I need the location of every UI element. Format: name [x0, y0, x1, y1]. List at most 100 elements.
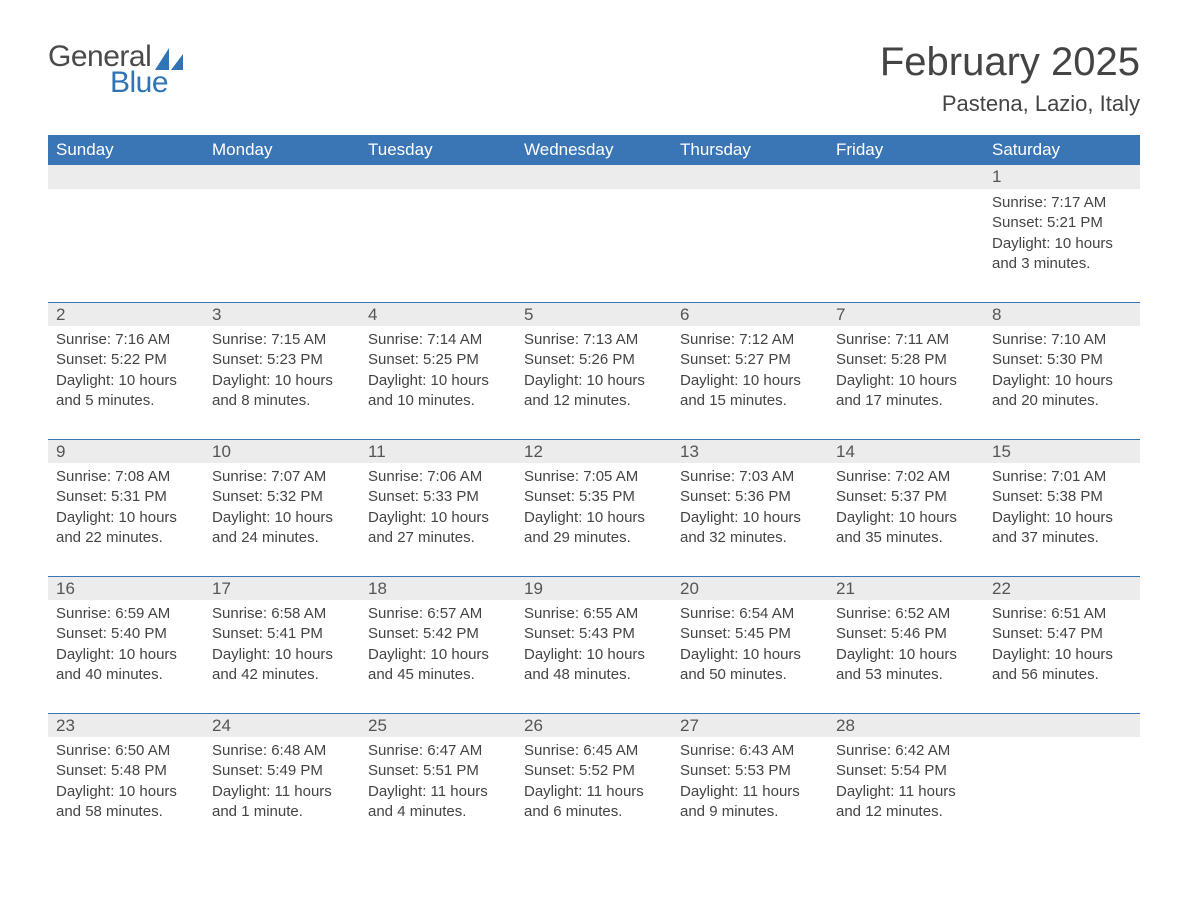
sunrise-text: Sunrise: 7:16 AM — [56, 330, 196, 350]
day-cell: 16Sunrise: 6:59 AMSunset: 5:40 PMDayligh… — [48, 576, 204, 713]
sunset-text: Sunset: 5:40 PM — [56, 624, 196, 644]
day-number: 17 — [204, 576, 360, 600]
day-cell: 1Sunrise: 7:17 AMSunset: 5:21 PMDaylight… — [984, 165, 1140, 302]
daylight-text: Daylight: 10 hours and 58 minutes. — [56, 782, 196, 823]
sunrise-text: Sunrise: 6:43 AM — [680, 741, 820, 761]
day-number: 14 — [828, 439, 984, 463]
day-body: Sunrise: 6:42 AMSunset: 5:54 PMDaylight:… — [828, 737, 984, 850]
day-number: 26 — [516, 713, 672, 737]
daylight-text: Daylight: 10 hours and 45 minutes. — [368, 645, 508, 686]
sunset-text: Sunset: 5:37 PM — [836, 487, 976, 507]
day-number: 7 — [828, 302, 984, 326]
day-number — [360, 165, 516, 189]
sunset-text: Sunset: 5:38 PM — [992, 487, 1132, 507]
sunset-text: Sunset: 5:23 PM — [212, 350, 352, 370]
day-cell: 7Sunrise: 7:11 AMSunset: 5:28 PMDaylight… — [828, 302, 984, 439]
sunset-text: Sunset: 5:32 PM — [212, 487, 352, 507]
day-body: Sunrise: 7:14 AMSunset: 5:25 PMDaylight:… — [360, 326, 516, 439]
daylight-text: Daylight: 10 hours and 35 minutes. — [836, 508, 976, 549]
day-body: Sunrise: 7:15 AMSunset: 5:23 PMDaylight:… — [204, 326, 360, 439]
day-body: Sunrise: 6:43 AMSunset: 5:53 PMDaylight:… — [672, 737, 828, 850]
day-body: Sunrise: 7:01 AMSunset: 5:38 PMDaylight:… — [984, 463, 1140, 576]
day-cell: 22Sunrise: 6:51 AMSunset: 5:47 PMDayligh… — [984, 576, 1140, 713]
sunrise-text: Sunrise: 6:57 AM — [368, 604, 508, 624]
day-header: Tuesday — [360, 135, 516, 165]
day-cell: 26Sunrise: 6:45 AMSunset: 5:52 PMDayligh… — [516, 713, 672, 850]
calendar-table: Sunday Monday Tuesday Wednesday Thursday… — [48, 135, 1140, 850]
day-number: 13 — [672, 439, 828, 463]
sunrise-text: Sunrise: 7:01 AM — [992, 467, 1132, 487]
logo-sail-icon — [155, 48, 183, 70]
day-body — [984, 737, 1140, 837]
sunset-text: Sunset: 5:26 PM — [524, 350, 664, 370]
day-body: Sunrise: 6:45 AMSunset: 5:52 PMDaylight:… — [516, 737, 672, 850]
daylight-text: Daylight: 11 hours and 6 minutes. — [524, 782, 664, 823]
day-cell: 2 Sunrise: 7:16 AMSunset: 5:22 PMDaylight… — [48, 302, 204, 439]
day-header: Thursday — [672, 135, 828, 165]
sunrise-text: Sunrise: 6:47 AM — [368, 741, 508, 761]
daylight-text: Daylight: 10 hours and 40 minutes. — [56, 645, 196, 686]
day-body: Sunrise: 7:11 AMSunset: 5:28 PMDaylight:… — [828, 326, 984, 439]
sunrise-text: Sunrise: 7:12 AM — [680, 330, 820, 350]
day-body: Sunrise: 7:02 AMSunset: 5:37 PMDaylight:… — [828, 463, 984, 576]
day-cell: 4Sunrise: 7:14 AMSunset: 5:25 PMDaylight… — [360, 302, 516, 439]
sunset-text: Sunset: 5:22 PM — [56, 350, 196, 370]
day-number: 11 — [360, 439, 516, 463]
day-number: 2 — [48, 302, 204, 326]
sunrise-text: Sunrise: 6:52 AM — [836, 604, 976, 624]
header: General Blue February 2025 Pastena, Lazi… — [48, 40, 1140, 117]
day-cell: 23Sunrise: 6:50 AMSunset: 5:48 PMDayligh… — [48, 713, 204, 850]
day-number: 4 — [360, 302, 516, 326]
day-body — [360, 189, 516, 289]
sunset-text: Sunset: 5:27 PM — [680, 350, 820, 370]
day-cell: 21Sunrise: 6:52 AMSunset: 5:46 PMDayligh… — [828, 576, 984, 713]
day-number — [984, 713, 1140, 737]
daylight-text: Daylight: 10 hours and 12 minutes. — [524, 371, 664, 412]
day-body: Sunrise: 7:03 AMSunset: 5:36 PMDaylight:… — [672, 463, 828, 576]
day-body: Sunrise: 7:06 AMSunset: 5:33 PMDaylight:… — [360, 463, 516, 576]
sunrise-text: Sunrise: 6:48 AM — [212, 741, 352, 761]
day-number: 12 — [516, 439, 672, 463]
day-body: Sunrise: 7:12 AMSunset: 5:27 PMDaylight:… — [672, 326, 828, 439]
day-cell — [204, 165, 360, 302]
sunrise-text: Sunrise: 7:11 AM — [836, 330, 976, 350]
day-number: 20 — [672, 576, 828, 600]
sunset-text: Sunset: 5:35 PM — [524, 487, 664, 507]
day-number — [48, 165, 204, 189]
daylight-text: Daylight: 10 hours and 37 minutes. — [992, 508, 1132, 549]
day-body: Sunrise: 6:51 AMSunset: 5:47 PMDaylight:… — [984, 600, 1140, 713]
day-cell: 14Sunrise: 7:02 AMSunset: 5:37 PMDayligh… — [828, 439, 984, 576]
day-cell — [828, 165, 984, 302]
sunrise-text: Sunrise: 6:42 AM — [836, 741, 976, 761]
day-cell — [360, 165, 516, 302]
day-number — [828, 165, 984, 189]
day-number: 27 — [672, 713, 828, 737]
day-header: Wednesday — [516, 135, 672, 165]
day-number: 5 — [516, 302, 672, 326]
day-header: Saturday — [984, 135, 1140, 165]
daylight-text: Daylight: 10 hours and 27 minutes. — [368, 508, 508, 549]
sunset-text: Sunset: 5:33 PM — [368, 487, 508, 507]
logo-text-blue: Blue — [110, 66, 183, 100]
sunrise-text: Sunrise: 7:14 AM — [368, 330, 508, 350]
daylight-text: Daylight: 11 hours and 4 minutes. — [368, 782, 508, 823]
day-cell: 15Sunrise: 7:01 AMSunset: 5:38 PMDayligh… — [984, 439, 1140, 576]
day-body: Sunrise: 6:50 AMSunset: 5:48 PMDaylight:… — [48, 737, 204, 850]
day-number: 21 — [828, 576, 984, 600]
daylight-text: Daylight: 10 hours and 5 minutes. — [56, 371, 196, 412]
day-cell: 19Sunrise: 6:55 AMSunset: 5:43 PMDayligh… — [516, 576, 672, 713]
day-number: 23 — [48, 713, 204, 737]
day-number — [672, 165, 828, 189]
day-cell: 8Sunrise: 7:10 AMSunset: 5:30 PMDaylight… — [984, 302, 1140, 439]
day-cell — [672, 165, 828, 302]
sunset-text: Sunset: 5:51 PM — [368, 761, 508, 781]
sunset-text: Sunset: 5:54 PM — [836, 761, 976, 781]
day-number: 1 — [984, 165, 1140, 189]
day-body: Sunrise: 7:05 AMSunset: 5:35 PMDaylight:… — [516, 463, 672, 576]
sunset-text: Sunset: 5:28 PM — [836, 350, 976, 370]
day-number: 22 — [984, 576, 1140, 600]
day-number: 3 — [204, 302, 360, 326]
sunset-text: Sunset: 5:53 PM — [680, 761, 820, 781]
sunset-text: Sunset: 5:36 PM — [680, 487, 820, 507]
day-number: 25 — [360, 713, 516, 737]
